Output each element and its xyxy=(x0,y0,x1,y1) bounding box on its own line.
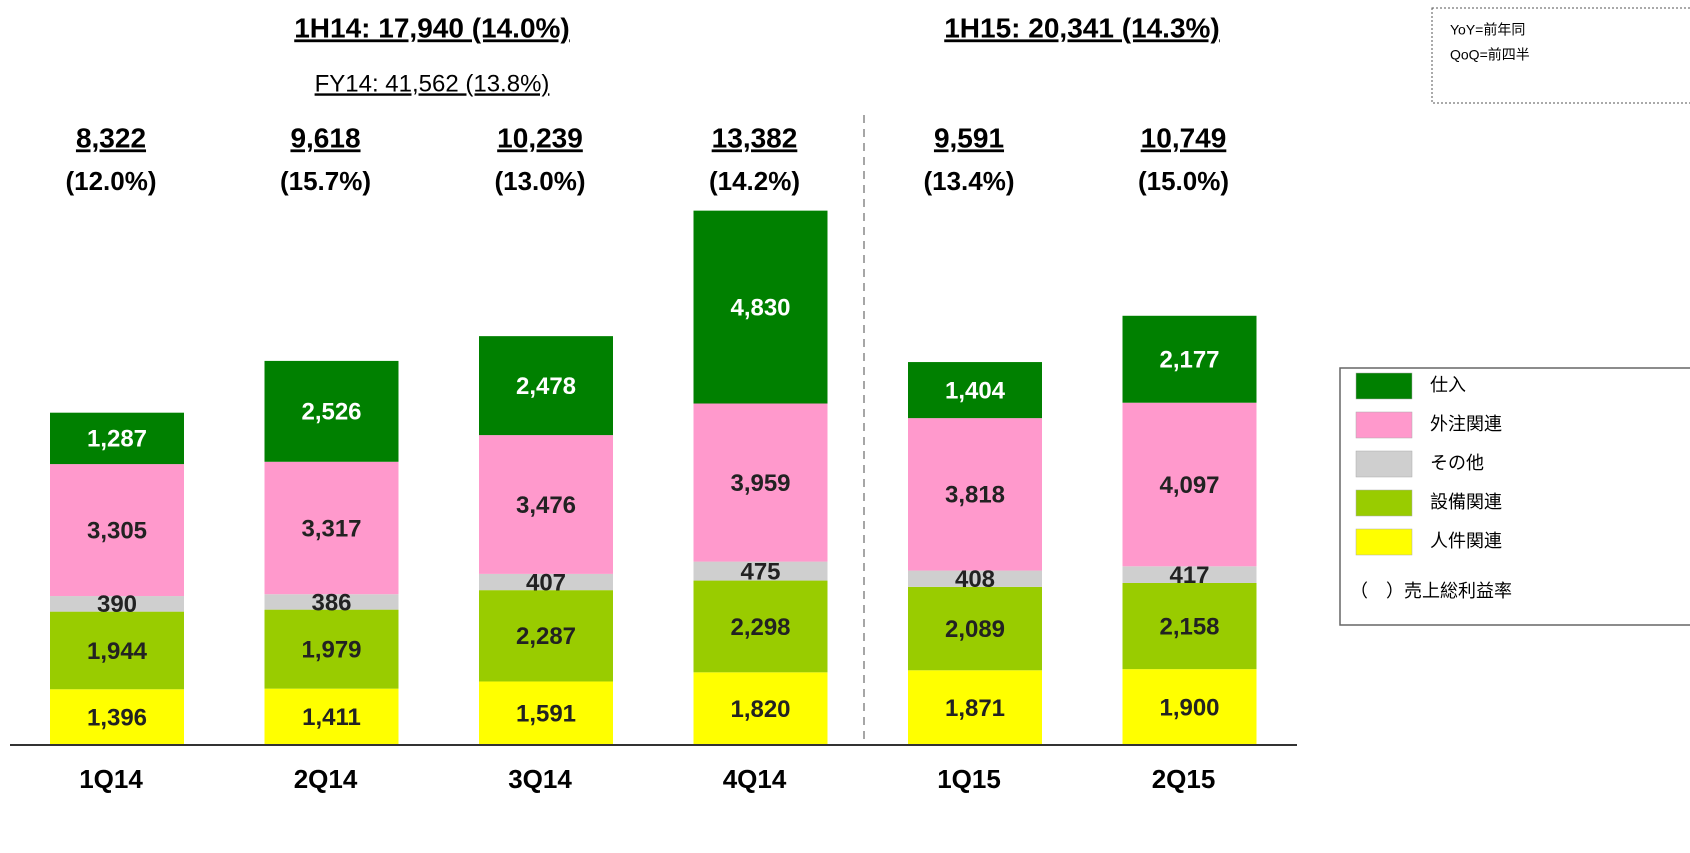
segment-label: 3,959 xyxy=(730,470,790,497)
margin-label: (15.7%) xyxy=(280,166,371,196)
bar-segment xyxy=(1122,669,1257,745)
bar-segment xyxy=(1122,315,1257,403)
legend-swatch xyxy=(1355,450,1413,478)
legend-label: 設備関連 xyxy=(1430,492,1502,512)
note: YoY=前年同 xyxy=(1450,22,1525,38)
legend-note: （ ）売上総利益率 xyxy=(1350,581,1512,601)
bar-segment xyxy=(908,670,1042,745)
segment-label: 1,820 xyxy=(730,696,790,723)
segment-label: 475 xyxy=(740,558,780,585)
bar-segment xyxy=(50,412,184,465)
legend-swatch xyxy=(1355,372,1413,400)
legend-label: 仕入 xyxy=(1430,375,1466,395)
segment-label: 3,317 xyxy=(301,515,361,542)
bar-segment xyxy=(908,418,1042,571)
bar-segment xyxy=(50,464,184,597)
segment-label: 3,305 xyxy=(87,517,147,544)
bar-segment xyxy=(693,561,828,581)
bar-segment xyxy=(264,360,399,462)
bar-segment xyxy=(479,590,613,682)
bar-segment xyxy=(50,596,184,612)
segment-label: 1,900 xyxy=(1159,694,1219,721)
segment-label: 1,404 xyxy=(945,377,1006,404)
bar-segment xyxy=(693,580,828,673)
x-tick-label: 4Q14 xyxy=(723,764,787,794)
legend-label: その他 xyxy=(1430,453,1484,473)
segment-label: 2,526 xyxy=(301,399,361,426)
segment-label: 1,979 xyxy=(301,636,361,663)
x-tick-label: 3Q14 xyxy=(508,764,572,794)
bar-segment xyxy=(50,689,184,745)
segment-label: 1,411 xyxy=(302,704,361,731)
segment-label: 390 xyxy=(97,591,137,618)
legend-label: 外注関連 xyxy=(1430,414,1502,434)
segment-label: 2,177 xyxy=(1159,347,1219,374)
total-label: 13,382 xyxy=(712,122,798,153)
x-tick-label: 1Q15 xyxy=(937,764,1001,794)
bar-segment xyxy=(1122,402,1257,567)
bar-segment xyxy=(50,611,184,690)
segment-label: 2,158 xyxy=(1159,613,1219,640)
bar-segment xyxy=(479,336,613,436)
x-tick-label: 2Q14 xyxy=(294,764,358,794)
bar-segment xyxy=(693,403,828,562)
legend-swatch xyxy=(1355,411,1413,439)
x-tick-label: 1Q14 xyxy=(79,764,143,794)
bar-segment xyxy=(264,461,399,595)
segment-label: 407 xyxy=(526,569,566,596)
bar-segment xyxy=(1122,566,1257,583)
legend-swatch xyxy=(1355,528,1413,556)
legend-label: 人件関連 xyxy=(1430,531,1502,551)
margin-label: (13.4%) xyxy=(923,166,1014,196)
segment-label: 1,287 xyxy=(87,426,147,453)
bar-segment xyxy=(693,210,828,404)
segment-label: 4,097 xyxy=(1159,472,1219,499)
margin-label: (13.0%) xyxy=(494,166,585,196)
segment-label: 2,478 xyxy=(516,373,576,400)
total-label: 8,322 xyxy=(76,122,146,153)
group-title: 1H14: 17,940 (14.0%) xyxy=(294,12,570,43)
group-title: 1H15: 20,341 (14.3%) xyxy=(944,12,1220,43)
bar-segment xyxy=(479,681,613,745)
total-label: 9,591 xyxy=(934,122,1004,153)
segment-label: 2,298 xyxy=(730,614,790,641)
segment-label: 4,830 xyxy=(730,294,790,321)
total-label: 10,749 xyxy=(1141,122,1227,153)
bar-segment xyxy=(479,573,613,591)
total-label: 10,239 xyxy=(497,122,583,153)
segment-label: 1,396 xyxy=(87,704,147,731)
segment-label: 386 xyxy=(311,589,351,616)
bar-segment xyxy=(908,586,1042,671)
segment-label: 3,818 xyxy=(945,482,1005,509)
margin-label: (14.2%) xyxy=(709,166,800,196)
segment-label: 417 xyxy=(1169,562,1209,589)
segment-label: 3,476 xyxy=(516,492,576,519)
bar-segment xyxy=(1122,582,1257,670)
segment-label: 2,089 xyxy=(945,616,1005,643)
segment-label: 2,287 xyxy=(516,623,576,650)
bar-segment xyxy=(264,609,399,689)
bar-segment xyxy=(693,672,828,745)
subtitle: FY14: 41,562 (13.8%) xyxy=(315,70,550,97)
margin-label: (15.0%) xyxy=(1138,166,1229,196)
note: QoQ=前四半 xyxy=(1450,47,1530,63)
margin-label: (12.0%) xyxy=(65,166,156,196)
segment-label: 1,944 xyxy=(87,638,148,665)
bar-segment xyxy=(908,570,1042,587)
bar-segment xyxy=(264,688,399,745)
segment-label: 1,591 xyxy=(516,701,576,728)
total-label: 9,618 xyxy=(290,122,360,153)
note-box xyxy=(1431,7,1690,104)
bar-segment xyxy=(264,594,399,610)
bar-segment xyxy=(908,362,1042,419)
legend-swatch xyxy=(1355,489,1413,517)
x-tick-label: 2Q15 xyxy=(1152,764,1216,794)
segment-label: 408 xyxy=(955,566,995,593)
bar-segment xyxy=(479,435,613,574)
segment-label: 1,871 xyxy=(945,695,1005,722)
